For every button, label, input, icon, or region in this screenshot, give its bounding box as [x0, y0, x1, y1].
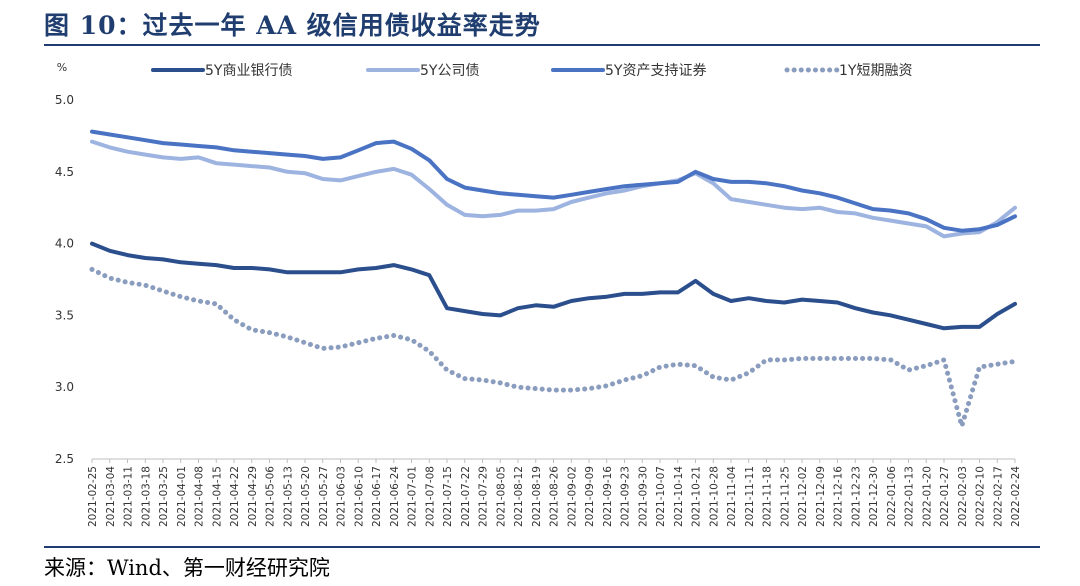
x-tick-label: 2022-01-06 [886, 466, 898, 527]
x-tick-label: 2021-06-24 [389, 466, 401, 527]
x-tick-label: 2021-11-25 [779, 466, 791, 527]
x-tick-label: 2021-07-22 [460, 466, 472, 527]
chart-legend: 5Y商业银行债 5Y公司债 5Y资产支持证券 1Y短期融资 [151, 63, 912, 79]
x-tick-label: 2021-06-17 [371, 466, 383, 527]
x-tick-label: 2021-05-20 [300, 466, 312, 527]
x-tick-label: 2021-10-28 [708, 466, 720, 527]
y-tick-label: 3.0 [55, 380, 74, 394]
x-tick-label: 2021-12-02 [797, 466, 809, 527]
plot-area [89, 129, 1018, 429]
source-note: 来源：Wind、第一财经研究院 [44, 556, 330, 580]
series-line [89, 266, 1018, 429]
x-tick-label: 2021-05-27 [318, 466, 330, 527]
y-tick-label: 3.5 [55, 308, 74, 322]
y-tick-label: 2.5 [55, 452, 74, 466]
x-tick-label: 2021-03-04 [105, 466, 117, 527]
x-tick-label: 2021-04-15 [211, 466, 223, 527]
x-tick-label: 2021-09-02 [566, 466, 578, 527]
y-tick-label: 5.0 [55, 93, 74, 107]
x-tick-label: 2021-04-22 [229, 466, 241, 527]
x-tick-label: 2021-10-07 [655, 466, 667, 527]
x-tick-label: 2021-03-11 [123, 466, 135, 527]
x-tick-label: 2021-08-05 [495, 466, 507, 527]
x-tick-label: 2021-09-30 [637, 466, 649, 527]
x-tick-label: 2021-08-26 [549, 466, 561, 527]
series-line [90, 129, 1017, 233]
x-tick-label: 2022-02-24 [1010, 466, 1022, 527]
x-tick-label: 2021-12-16 [833, 466, 845, 527]
series-line [90, 241, 1017, 331]
x-tick-label: 2022-01-27 [939, 466, 951, 527]
x-tick-label: 2021-02-25 [87, 466, 99, 527]
x-tick-label: 2021-04-29 [247, 466, 259, 527]
x-tick-label: 2021-03-25 [158, 466, 170, 527]
x-tick-label: 2021-06-10 [353, 466, 365, 527]
series-line [90, 139, 1017, 239]
x-tick-label: 2021-07-29 [478, 466, 490, 527]
y-tick-label: 4.0 [55, 237, 74, 251]
x-tick-label: 2021-09-23 [620, 466, 632, 527]
legend-label: 5Y资产支持证券 [605, 63, 706, 79]
x-tick-label: 2021-12-09 [815, 466, 827, 527]
legend-label: 1Y短期融资 [839, 63, 912, 79]
x-tick-label: 2022-02-17 [992, 466, 1004, 527]
x-tick-label: 2022-01-20 [921, 466, 933, 527]
x-tick-label: 2021-05-13 [282, 466, 294, 527]
x-tick-label: 2021-06-03 [336, 466, 348, 527]
x-tick-label: 2021-07-15 [442, 466, 454, 527]
x-tick-label: 2021-12-30 [868, 466, 880, 527]
x-tick-label: 2021-05-06 [265, 466, 277, 527]
x-tick-label: 2021-09-16 [602, 466, 614, 527]
x-tick-label: 2021-12-23 [850, 466, 862, 527]
x-tick-label: 2021-08-19 [531, 466, 543, 527]
figure-title: 图 10：过去一年 AA 级信用债收益率走势 [44, 11, 541, 40]
x-axis: 2021-02-25 2021-03-04 2021-03-11 2021-03-18… [87, 458, 1022, 527]
x-tick-label: 2021-03-18 [140, 466, 152, 527]
x-tick-label: 2021-10-21 [691, 466, 703, 527]
x-tick-label: 2021-04-01 [176, 466, 188, 527]
x-tick-label: 2021-07-08 [424, 466, 436, 527]
y-axis: % 5.0 4.5 4.0 3.5 3.0 2.5 [55, 61, 74, 466]
title-underline [44, 44, 1040, 46]
x-tick-label: 2022-02-03 [957, 466, 969, 527]
x-tick-label: 2022-02-10 [975, 466, 987, 527]
y-axis-unit-label: % [57, 61, 67, 74]
source-divider [44, 546, 1040, 548]
x-tick-label: 2022-01-13 [904, 466, 916, 527]
line-chart: 5Y商业银行债 5Y公司债 5Y资产支持证券 1Y短期融资 % 5.0 4.5 4.0 3.5… [55, 61, 1022, 527]
x-tick-label: 2021-10-14 [673, 466, 685, 527]
x-tick-label: 2021-04-08 [194, 466, 206, 527]
x-tick-label: 2021-09-09 [584, 466, 596, 527]
x-tick-label: 2021-07-01 [407, 466, 419, 527]
y-tick-label: 4.5 [55, 165, 74, 179]
x-tick-label: 2021-11-11 [744, 466, 756, 527]
legend-label: 5Y公司债 [420, 63, 479, 79]
legend-label: 5Y商业银行债 [205, 63, 292, 79]
x-tick-label: 2021-08-12 [513, 466, 525, 527]
x-tick-label: 2021-11-18 [762, 466, 774, 527]
x-tick-label: 2021-11-04 [726, 466, 738, 527]
